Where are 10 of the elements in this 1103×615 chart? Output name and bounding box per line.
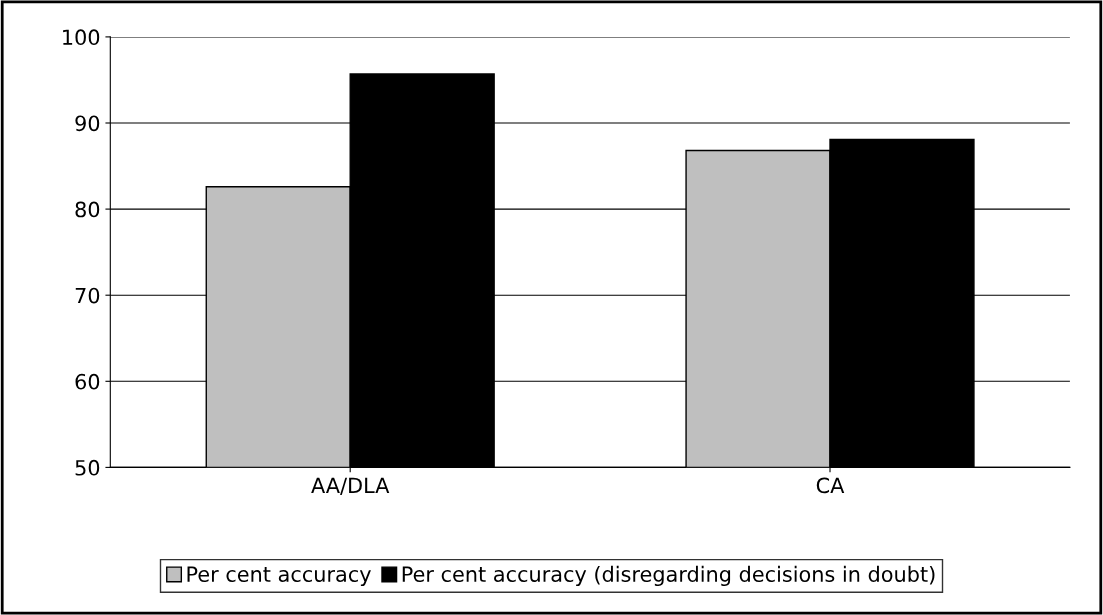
y-tick-label: 50 <box>75 459 100 476</box>
x-tick-label: CA <box>816 477 845 494</box>
y-tick-label: 60 <box>75 373 100 390</box>
y-tick-label: 80 <box>75 201 100 218</box>
legend-label: Per cent accuracy <box>187 566 371 587</box>
y-tick-label: 70 <box>75 287 100 304</box>
x-tick-label: AA/DLA <box>311 477 390 495</box>
legend-label: Per cent accuracy (disregarding decisions in doubt) <box>402 565 935 587</box>
y-tick-label: 90 <box>75 115 100 132</box>
y-tick-label: 100 <box>63 29 100 46</box>
